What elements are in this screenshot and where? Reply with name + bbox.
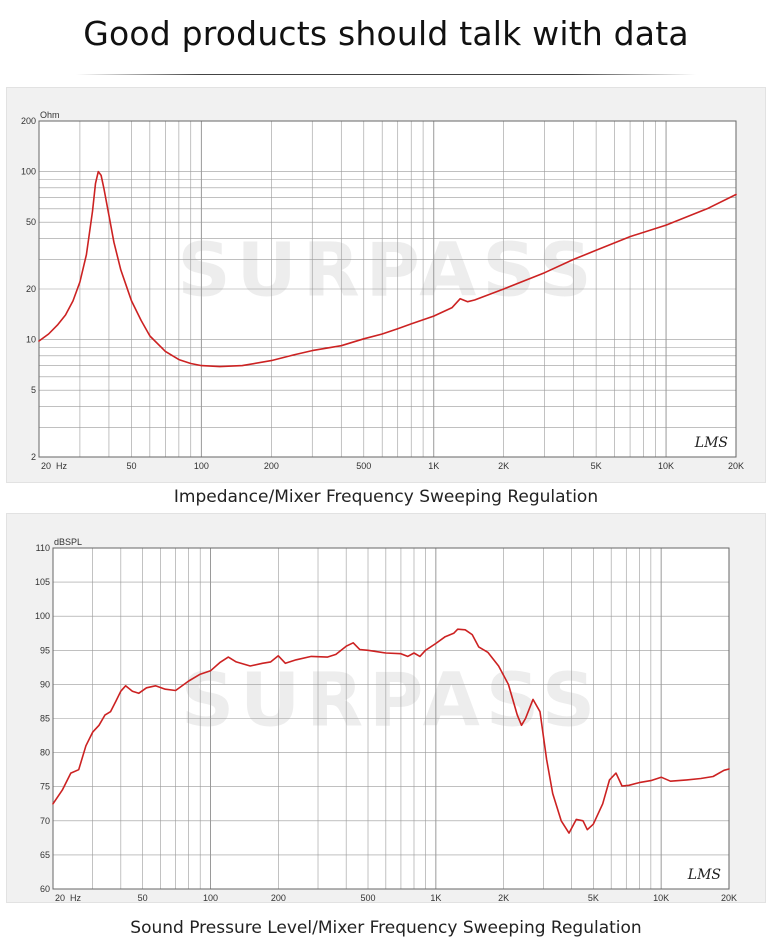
y-tick-label: 60: [40, 884, 50, 894]
x-tick-label: 5K: [588, 893, 599, 902]
impedance-chart: SURPASS 20 Hz 50 100 200 500 1K 2K 5K 10K 20K 2 5 10 2…: [21, 110, 744, 471]
y-tick-label: 100: [35, 611, 50, 621]
y-tick-label: 110: [36, 543, 50, 553]
x-tick-label: 500: [356, 461, 371, 471]
y-tick-label: 10: [26, 335, 36, 345]
spl-caption: Sound Pressure Level/Mixer Frequency Swe…: [130, 918, 642, 938]
y-tick-label: 5: [31, 385, 36, 395]
page-title: Good products should talk with data: [83, 14, 689, 53]
impedance-chart-panel: SURPASS 20 Hz 50 100 200 500 1K 2K 5K 10K 20K 2 5 10 2…: [6, 87, 766, 483]
spl-chart-panel: SURPASS 20 Hz 50 100 200 500 1K 2K 5K 10K 20K 60 65 7…: [6, 513, 766, 903]
y-tick-label: 50: [26, 217, 36, 227]
x-tick-label: 50: [138, 893, 148, 902]
plot-frame: [38, 120, 737, 458]
y-tick-label: 75: [40, 782, 50, 792]
x-tick-label: 20K: [728, 461, 744, 471]
plot-frame: [52, 547, 730, 890]
y-tick-label: 80: [40, 748, 50, 758]
impedance-caption: Impedance/Mixer Frequency Sweeping Regul…: [173, 487, 599, 507]
x-tick-label: 500: [360, 893, 375, 902]
y-tick-label: 65: [40, 850, 50, 860]
y-tick-label: 2: [31, 452, 36, 462]
y-tick-label: 70: [40, 816, 50, 826]
y-axis-unit: dBSPL: [54, 537, 82, 547]
x-tick-label: 5K: [591, 461, 602, 471]
response-curve: [52, 628, 730, 834]
x-tick-label: 2K: [498, 461, 509, 471]
y-axis-unit: Ohm: [40, 110, 60, 120]
y-tick-label: 105: [35, 577, 50, 587]
response-curve: [38, 170, 737, 368]
x-tick-label: 1K: [430, 893, 441, 902]
x-tick-label: 50: [126, 461, 136, 471]
x-tick-label: 20 Hz: [41, 461, 68, 471]
lms-logo: LMS: [687, 867, 721, 883]
lms-logo: LMS: [694, 435, 728, 451]
watermark-text: SURPASS: [181, 657, 601, 743]
x-tick-label: 10K: [653, 893, 669, 902]
x-tick-label: 20K: [721, 893, 737, 902]
x-tick-label: 100: [194, 461, 209, 471]
x-tick-label: 10K: [658, 461, 674, 471]
title-divider: [76, 74, 696, 75]
y-tick-label: 95: [40, 645, 50, 655]
y-tick-label: 20: [26, 284, 36, 294]
y-gridlines: [39, 120, 736, 458]
x-tick-label: 100: [203, 893, 218, 902]
x-tick-label: 1K: [428, 461, 439, 471]
y-tick-label: 200: [21, 116, 36, 126]
x-tick-label: 20 Hz: [55, 893, 82, 902]
y-tick-label: 100: [21, 167, 36, 177]
y-tick-label: 90: [40, 679, 50, 689]
spl-chart: SURPASS 20 Hz 50 100 200 500 1K 2K 5K 10K 20K 60 65 7…: [35, 537, 737, 902]
y-tick-label: 85: [40, 714, 50, 724]
x-tick-label: 200: [271, 893, 286, 902]
x-tick-label: 200: [264, 461, 279, 471]
x-tick-label: 2K: [498, 893, 509, 902]
watermark-text: SURPASS: [177, 228, 597, 314]
